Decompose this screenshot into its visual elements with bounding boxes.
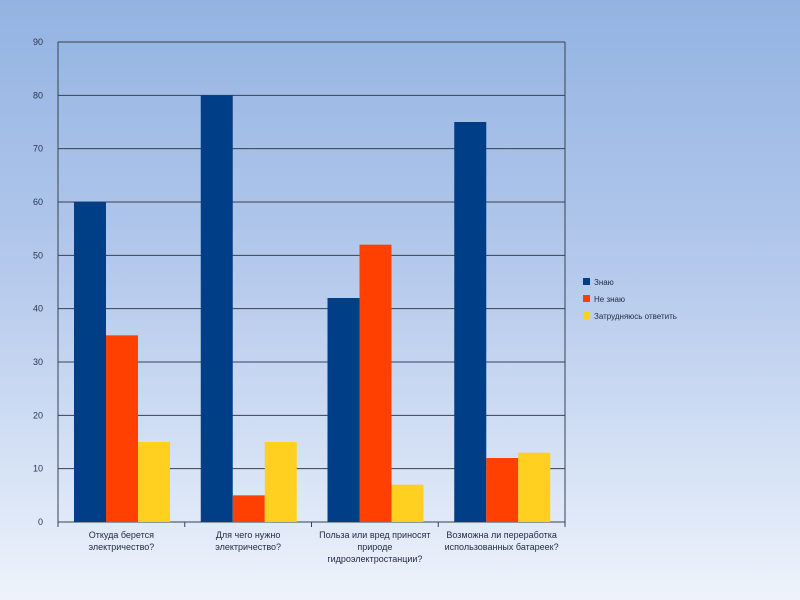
bar-2-3 xyxy=(359,244,392,522)
y-tick-label: 40 xyxy=(33,304,43,314)
bar-3-3 xyxy=(391,484,424,522)
y-axis-tick-labels: 0 10 20 30 40 50 60 70 80 90 xyxy=(33,37,43,527)
legend-entry-1: Знаю xyxy=(594,278,614,287)
bar-1-3 xyxy=(327,298,360,522)
bar-2-1 xyxy=(106,335,138,522)
y-tick-label: 80 xyxy=(33,90,43,100)
legend-swatch-2 xyxy=(583,295,590,302)
bar-1-2 xyxy=(200,95,233,522)
y-tick-label: 90 xyxy=(33,37,43,47)
bar-3-2 xyxy=(264,442,297,522)
legend-entry-2: Не знаю xyxy=(594,295,625,304)
y-tick-label: 50 xyxy=(33,250,43,260)
y-tick-label: 60 xyxy=(33,197,43,207)
x-category-label: Возможна ли переработка xyxy=(446,530,557,540)
x-category-label: электричество? xyxy=(88,542,154,552)
x-category-label: Откуда берется xyxy=(89,530,154,540)
legend-swatch-3 xyxy=(583,312,590,319)
y-tick-label: 70 xyxy=(33,144,43,154)
bars xyxy=(74,95,551,522)
legend-entry-3: Затрудняюсь ответить xyxy=(594,312,677,321)
x-category-label: гидроэлектростанции? xyxy=(327,554,422,564)
x-axis-category-labels: Откуда берется электричество? Для чего нуж… xyxy=(88,530,558,564)
bar-1-4 xyxy=(454,122,487,522)
bar-3-4 xyxy=(518,452,551,522)
bar-1-1 xyxy=(74,202,106,522)
bar-2-2 xyxy=(232,495,265,522)
y-tick-label: 0 xyxy=(38,517,43,527)
x-category-label: Для чего нужно xyxy=(216,530,281,540)
legend: Знаю Не знаю Затрудняюсь ответить xyxy=(583,278,677,321)
x-category-label: Польза или вред приносят xyxy=(319,530,430,540)
bar-3-1 xyxy=(138,442,170,522)
bar-2-4 xyxy=(486,458,519,522)
x-category-label: использованных батареек? xyxy=(445,542,559,552)
legend-swatch-1 xyxy=(583,278,590,285)
y-tick-label: 20 xyxy=(33,410,43,420)
x-category-label: природе xyxy=(357,542,392,552)
y-tick-label: 30 xyxy=(33,357,43,367)
y-tick-label: 10 xyxy=(33,464,43,474)
x-category-label: электричество? xyxy=(215,542,281,552)
